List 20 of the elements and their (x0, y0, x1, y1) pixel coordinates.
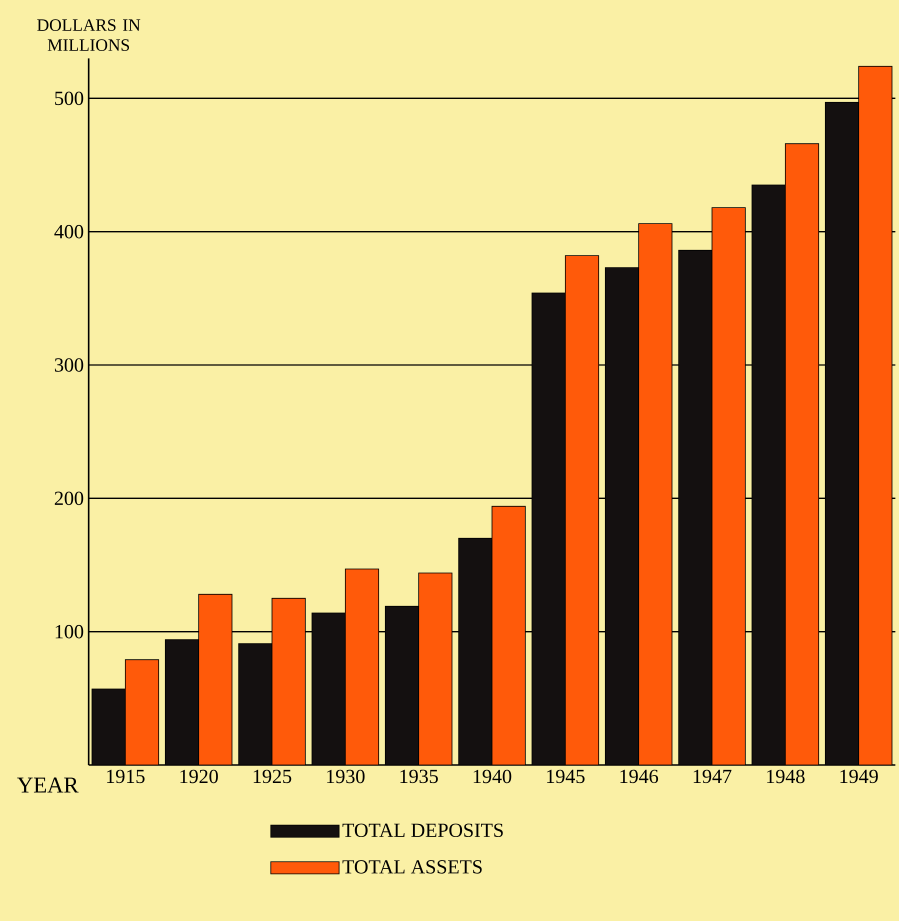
y-tick-label: 200 (54, 492, 84, 506)
y-tick-label: 400 (54, 224, 84, 238)
x-tick-label: 1945 (546, 770, 584, 784)
x-tick-label: 1948 (766, 770, 804, 784)
x-axis-title: YEAR (17, 778, 78, 792)
y-tick-label: 300 (54, 358, 84, 372)
x-tick-label: 1947 (694, 770, 732, 784)
x-tick-label: 1935 (400, 770, 438, 784)
x-tick-label: 1925 (254, 770, 292, 784)
x-tick-label: 1949 (840, 770, 878, 784)
y-axis-title: DOLLARS IN MILLIONS (37, 19, 140, 51)
legend-label: TOTAL ASSETS (342, 860, 482, 874)
legend-label: TOTAL DEPOSITS (342, 824, 503, 838)
y-tick-label: 100 (56, 624, 84, 638)
x-tick-label: 1930 (326, 770, 364, 784)
x-tick-label: 1946 (620, 770, 658, 784)
x-tick-label: 1920 (180, 770, 218, 784)
x-tick-label: 1915 (106, 770, 144, 784)
y-tick-label: 500 (54, 92, 84, 106)
x-tick-label: 1940 (474, 770, 512, 784)
